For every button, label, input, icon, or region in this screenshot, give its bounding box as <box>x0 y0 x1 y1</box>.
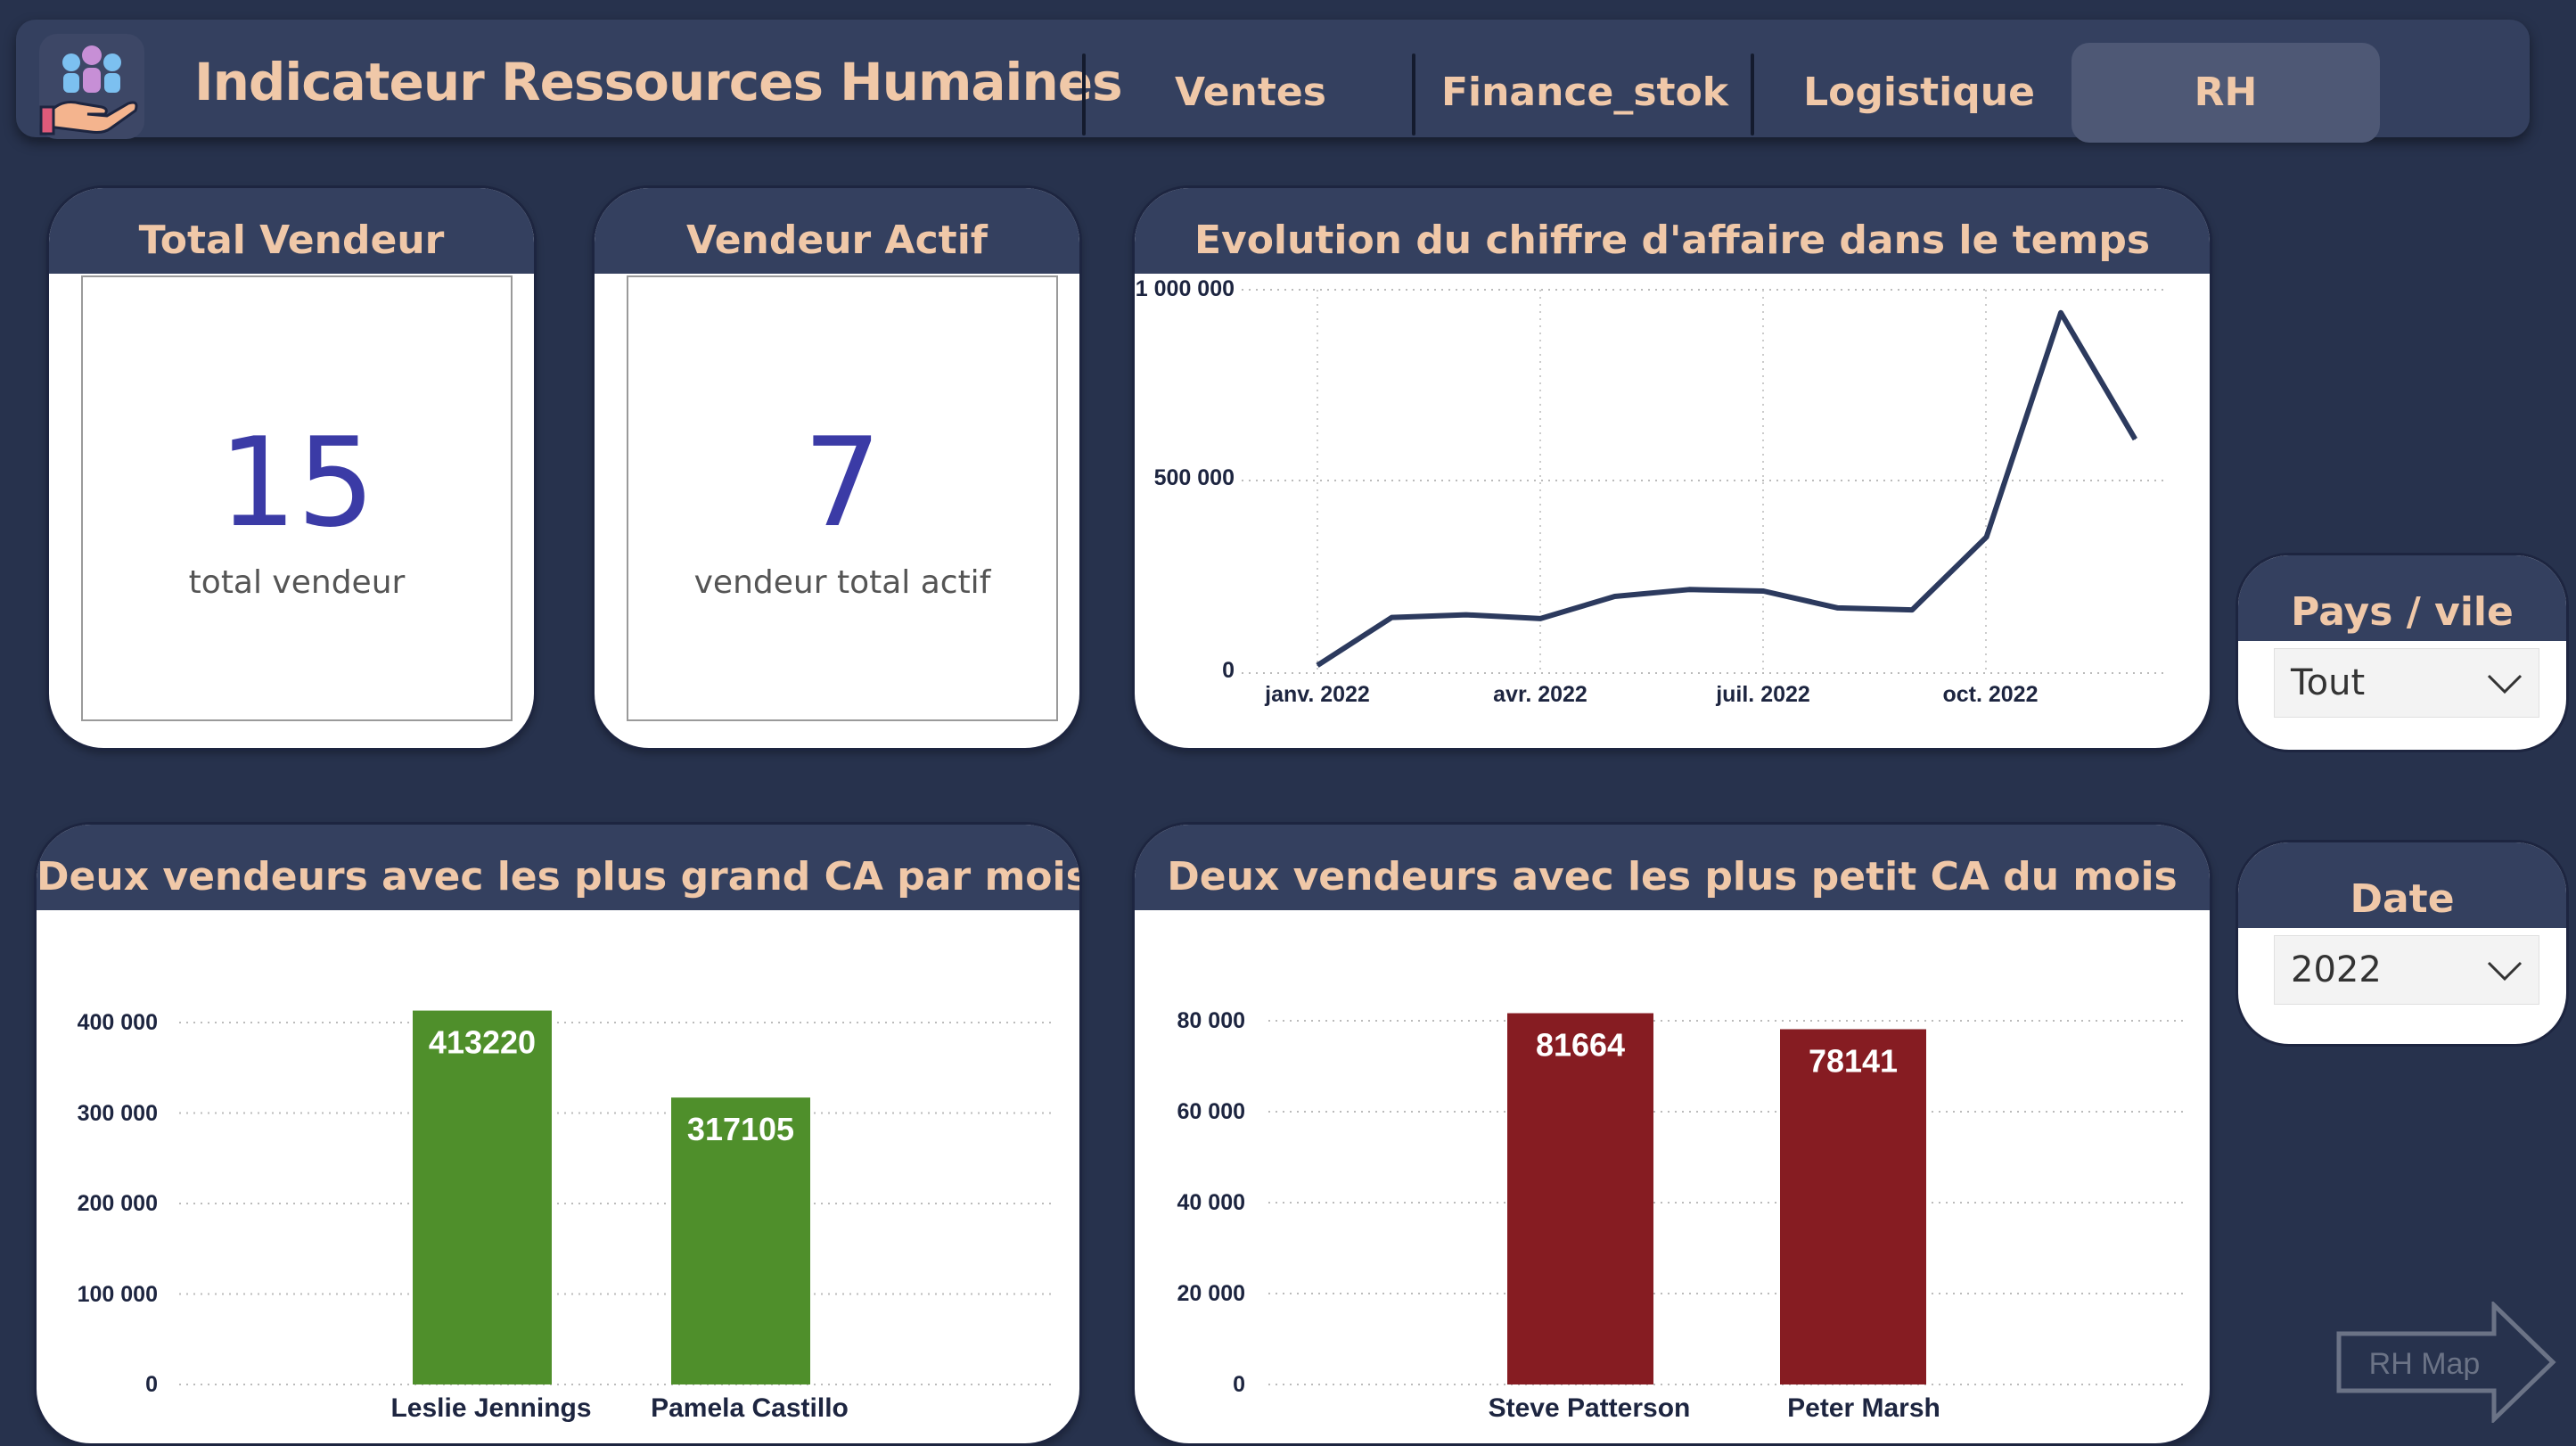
pays-slicer: Pays / vile Tout <box>2236 553 2569 752</box>
page-title: Indicateur Ressources Humaines <box>194 52 1123 112</box>
chevron-down-icon <box>2487 961 2523 982</box>
data-point <box>1539 618 1541 620</box>
bar-value-label: 81664 <box>1536 1027 1625 1064</box>
evolution-chart-card: Evolution du chiffre d'affaire dans le t… <box>1132 185 2212 751</box>
kpi-card-total-vendeur: Total Vendeur 15 total vendeur <box>46 185 537 751</box>
tab-ventes[interactable]: Ventes <box>1175 70 1326 115</box>
top-sellers-bar-chart: 400 000 300 000 200 000 100 000 0 413220… <box>78 1010 1053 1423</box>
y-tick-label: 60 000 <box>1177 1099 1245 1124</box>
series-line <box>1316 309 2137 668</box>
data-point <box>1465 614 1467 616</box>
bar-value-label: 413220 <box>429 1024 536 1061</box>
data-point <box>1688 588 1690 590</box>
top-sellers-chart-card: Deux vendeurs avec les plus grand CA par… <box>34 822 1082 1446</box>
y-tick-label: 40 000 <box>1177 1190 1245 1215</box>
chart-title: Deux vendeurs avec les plus petit CA du … <box>1135 825 2210 910</box>
bar[interactable] <box>1507 1013 1653 1384</box>
pays-dropdown[interactable]: Tout <box>2274 648 2539 718</box>
kpi-value: 7 <box>803 411 882 555</box>
pays-selected-value: Tout <box>2291 662 2366 703</box>
rh-map-button[interactable]: RH Map <box>2335 1302 2556 1423</box>
slicer-title: Date <box>2238 842 2566 928</box>
date-slicer: Date 2022 <box>2236 840 2569 1047</box>
bottom-sellers-bar-chart: 80 000 60 000 40 000 20 000 0 81664 Steve… <box>1177 1008 2186 1423</box>
date-dropdown[interactable]: 2022 <box>2274 935 2539 1005</box>
data-point <box>1614 596 1616 597</box>
bar[interactable] <box>413 1010 552 1384</box>
tab-rh[interactable]: RH <box>2071 43 2380 143</box>
card-title: Vendeur Actif <box>595 188 1079 274</box>
date-selected-value: 2022 <box>2291 949 2382 990</box>
chart-title: Deux vendeurs avec les plus grand CA par… <box>37 825 1079 910</box>
data-point <box>2134 439 2136 440</box>
x-tick-label: janv. 2022 <box>1264 682 1370 707</box>
data-point <box>1762 590 1764 592</box>
kpi-value: 15 <box>218 411 375 555</box>
data-point <box>1911 609 1913 611</box>
y-tick-label: 80 000 <box>1177 1008 1245 1033</box>
tab-finance-stok[interactable]: Finance_stok <box>1440 70 1729 115</box>
bar[interactable] <box>1780 1029 1926 1384</box>
y-tick-label: 100 000 <box>78 1282 158 1307</box>
y-tick-label: 200 000 <box>78 1191 158 1216</box>
data-point <box>1986 536 1988 538</box>
x-tick-label: avr. 2022 <box>1493 682 1587 707</box>
bar-value-label: 317105 <box>687 1111 794 1147</box>
kpi-frame: 15 total vendeur <box>81 275 513 721</box>
bar[interactable] <box>671 1097 810 1384</box>
slicer-title: Pays / vile <box>2238 555 2566 641</box>
y-tick-label: 500 000 <box>1154 465 1235 490</box>
category-label: Peter Marsh <box>1787 1393 1940 1423</box>
kpi-card-vendeur-actif: Vendeur Actif 7 vendeur total actif <box>592 185 1082 751</box>
bar-value-label: 78141 <box>1809 1042 1898 1079</box>
y-tick-label: 0 <box>1233 1372 1245 1397</box>
category-label: Pamela Castillo <box>651 1393 849 1423</box>
evolution-line-chart: 1 000 000 500 000 0 janv. 2022 avr. 2022… <box>1136 276 2169 707</box>
y-tick-label: 20 000 <box>1177 1281 1245 1306</box>
y-tick-label: 0 <box>1222 658 1235 683</box>
x-tick-label: oct. 2022 <box>1942 682 2038 707</box>
y-tick-label: 400 000 <box>78 1010 158 1035</box>
chevron-down-icon <box>2487 674 2523 694</box>
data-point <box>1391 617 1392 619</box>
rh-map-label: RH Map <box>2369 1347 2481 1381</box>
category-label: Steve Patterson <box>1489 1393 1691 1423</box>
nav-divider <box>1751 53 1754 136</box>
kpi-label: total vendeur <box>188 564 406 601</box>
category-label: Leslie Jennings <box>390 1393 591 1423</box>
x-tick-label: juil. 2022 <box>1715 682 1810 707</box>
y-tick-label: 0 <box>145 1372 158 1397</box>
y-tick-label: 300 000 <box>78 1101 158 1126</box>
hr-people-hand-icon <box>39 34 144 139</box>
data-point <box>1317 664 1318 666</box>
card-title: Total Vendeur <box>49 188 534 274</box>
bottom-sellers-chart-card: Deux vendeurs avec les plus petit CA du … <box>1132 822 2212 1446</box>
chart-title: Evolution du chiffre d'affaire dans le t… <box>1135 188 2210 274</box>
y-tick-label: 1 000 000 <box>1136 276 1235 301</box>
kpi-frame: 7 vendeur total actif <box>627 275 1058 721</box>
top-navigation-bar: Indicateur Ressources Humaines Ventes Fi… <box>16 20 2530 143</box>
nav-divider <box>1082 53 1086 136</box>
data-point <box>2060 312 2062 314</box>
data-point <box>1837 607 1839 609</box>
nav-divider <box>1412 53 1415 136</box>
kpi-label: vendeur total actif <box>693 564 991 601</box>
tab-logistique[interactable]: Logistique <box>1803 70 2035 115</box>
